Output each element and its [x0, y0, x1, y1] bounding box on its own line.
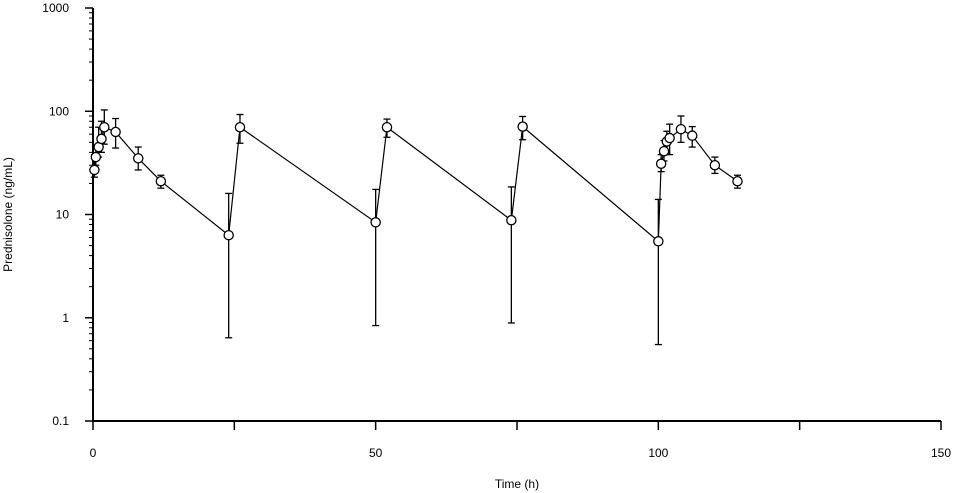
data-markers: [89, 121, 743, 247]
data-point: [709, 159, 721, 171]
data-point: [89, 164, 100, 176]
data-point: [653, 236, 664, 247]
y-tick-label: 0.1: [52, 414, 69, 428]
data-point: [110, 126, 121, 138]
data-point: [732, 175, 743, 187]
data-point: [99, 121, 110, 133]
x-tick-label: 100: [648, 446, 668, 460]
data-point: [658, 145, 670, 157]
series-line: [93, 125, 738, 243]
y-axis-ticks: 0.1 1 10 100 1000: [42, 1, 93, 428]
data-point: [234, 121, 246, 133]
x-tick-label: 50: [369, 446, 383, 460]
data-point: [664, 132, 675, 144]
data-point: [96, 133, 107, 145]
data-point: [370, 217, 381, 228]
y-tick-label: 10: [56, 208, 70, 222]
data-point: [506, 214, 517, 226]
data-point: [132, 153, 144, 164]
y-tick-label: 100: [49, 104, 69, 118]
y-tick-label: 1000: [42, 1, 69, 15]
x-axis-ticks: 0 50 100 150: [90, 421, 951, 460]
x-tick-label: 150: [931, 446, 951, 460]
data-point: [675, 123, 687, 135]
y-axis-label: Prednisolone (ng/mL): [1, 157, 15, 272]
axes: [92, 8, 941, 422]
data-point: [687, 130, 698, 141]
data-point: [381, 121, 393, 133]
data-point: [655, 158, 667, 170]
x-tick-label: 0: [90, 446, 97, 460]
data-point: [517, 121, 528, 132]
y-tick-label: 1: [62, 311, 69, 325]
data-point: [155, 175, 167, 187]
data-point: [90, 151, 102, 163]
error-bars: [90, 109, 741, 346]
x-axis-label: Time (h): [495, 477, 539, 491]
data-point: [223, 229, 234, 241]
